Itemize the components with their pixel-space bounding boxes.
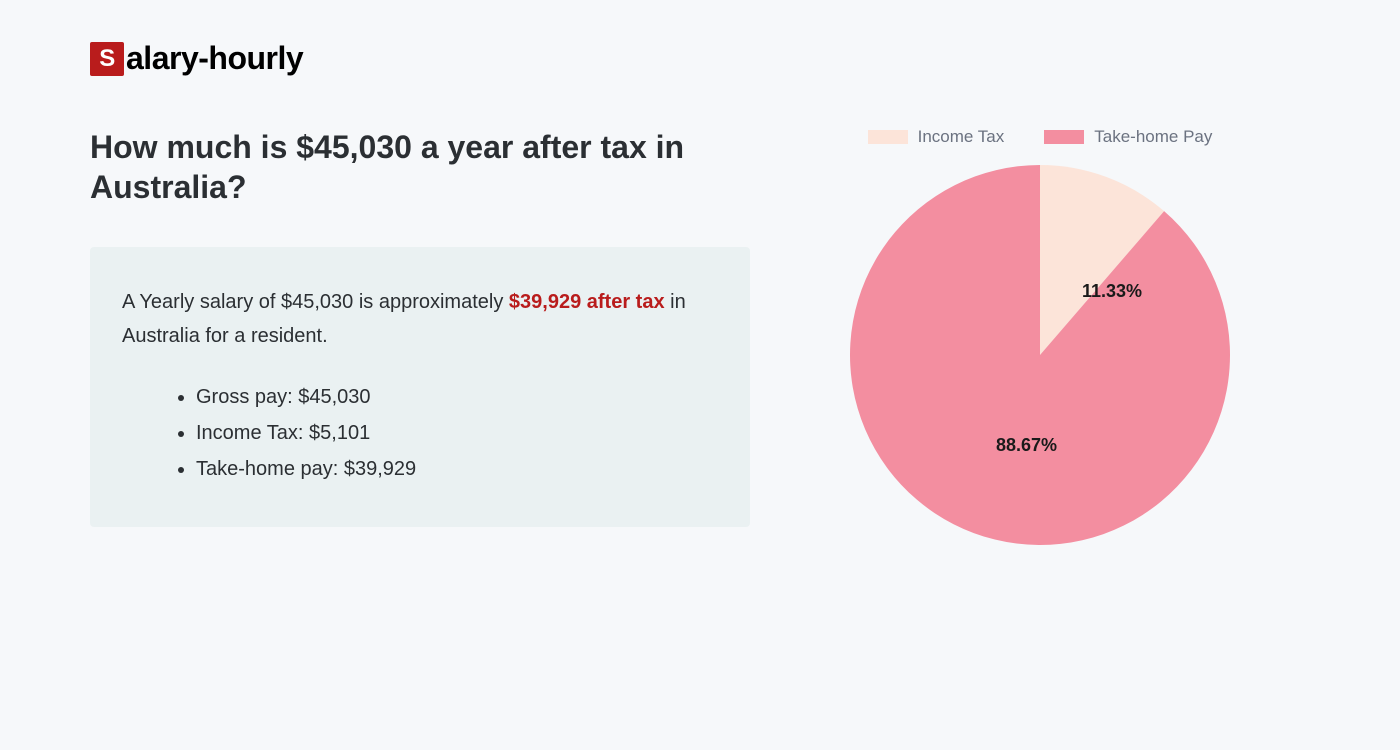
summary-box: A Yearly salary of $45,030 is approximat… xyxy=(90,247,750,527)
list-item: Income Tax: $5,101 xyxy=(196,415,718,451)
summary-paragraph: A Yearly salary of $45,030 is approximat… xyxy=(122,285,718,353)
chart-column: Income Tax Take-home Pay 11.33% 88.67% xyxy=(830,127,1250,545)
slice-label-take-home: 88.67% xyxy=(996,435,1057,456)
legend-item-take-home: Take-home Pay xyxy=(1044,127,1212,147)
legend-label: Take-home Pay xyxy=(1094,127,1212,147)
logo-text: alary-hourly xyxy=(126,40,303,77)
site-logo: Salary-hourly xyxy=(90,40,1310,77)
main-content: How much is $45,030 a year after tax in … xyxy=(90,127,1310,545)
legend-label: Income Tax xyxy=(918,127,1005,147)
legend-swatch xyxy=(868,130,908,144)
list-item: Take-home pay: $39,929 xyxy=(196,451,718,487)
chart-legend: Income Tax Take-home Pay xyxy=(830,127,1250,147)
legend-swatch xyxy=(1044,130,1084,144)
pie-svg xyxy=(850,165,1230,545)
page-title: How much is $45,030 a year after tax in … xyxy=(90,127,750,207)
logo-badge: S xyxy=(90,42,124,76)
slice-label-income-tax: 11.33% xyxy=(1082,281,1142,302)
summary-highlight: $39,929 after tax xyxy=(509,291,665,313)
list-item: Gross pay: $45,030 xyxy=(196,379,718,415)
summary-prefix: A Yearly salary of $45,030 is approximat… xyxy=(122,291,509,313)
text-column: How much is $45,030 a year after tax in … xyxy=(90,127,750,545)
legend-item-income-tax: Income Tax xyxy=(868,127,1005,147)
summary-list: Gross pay: $45,030 Income Tax: $5,101 Ta… xyxy=(122,379,718,487)
pie-chart: 11.33% 88.67% xyxy=(850,165,1230,545)
